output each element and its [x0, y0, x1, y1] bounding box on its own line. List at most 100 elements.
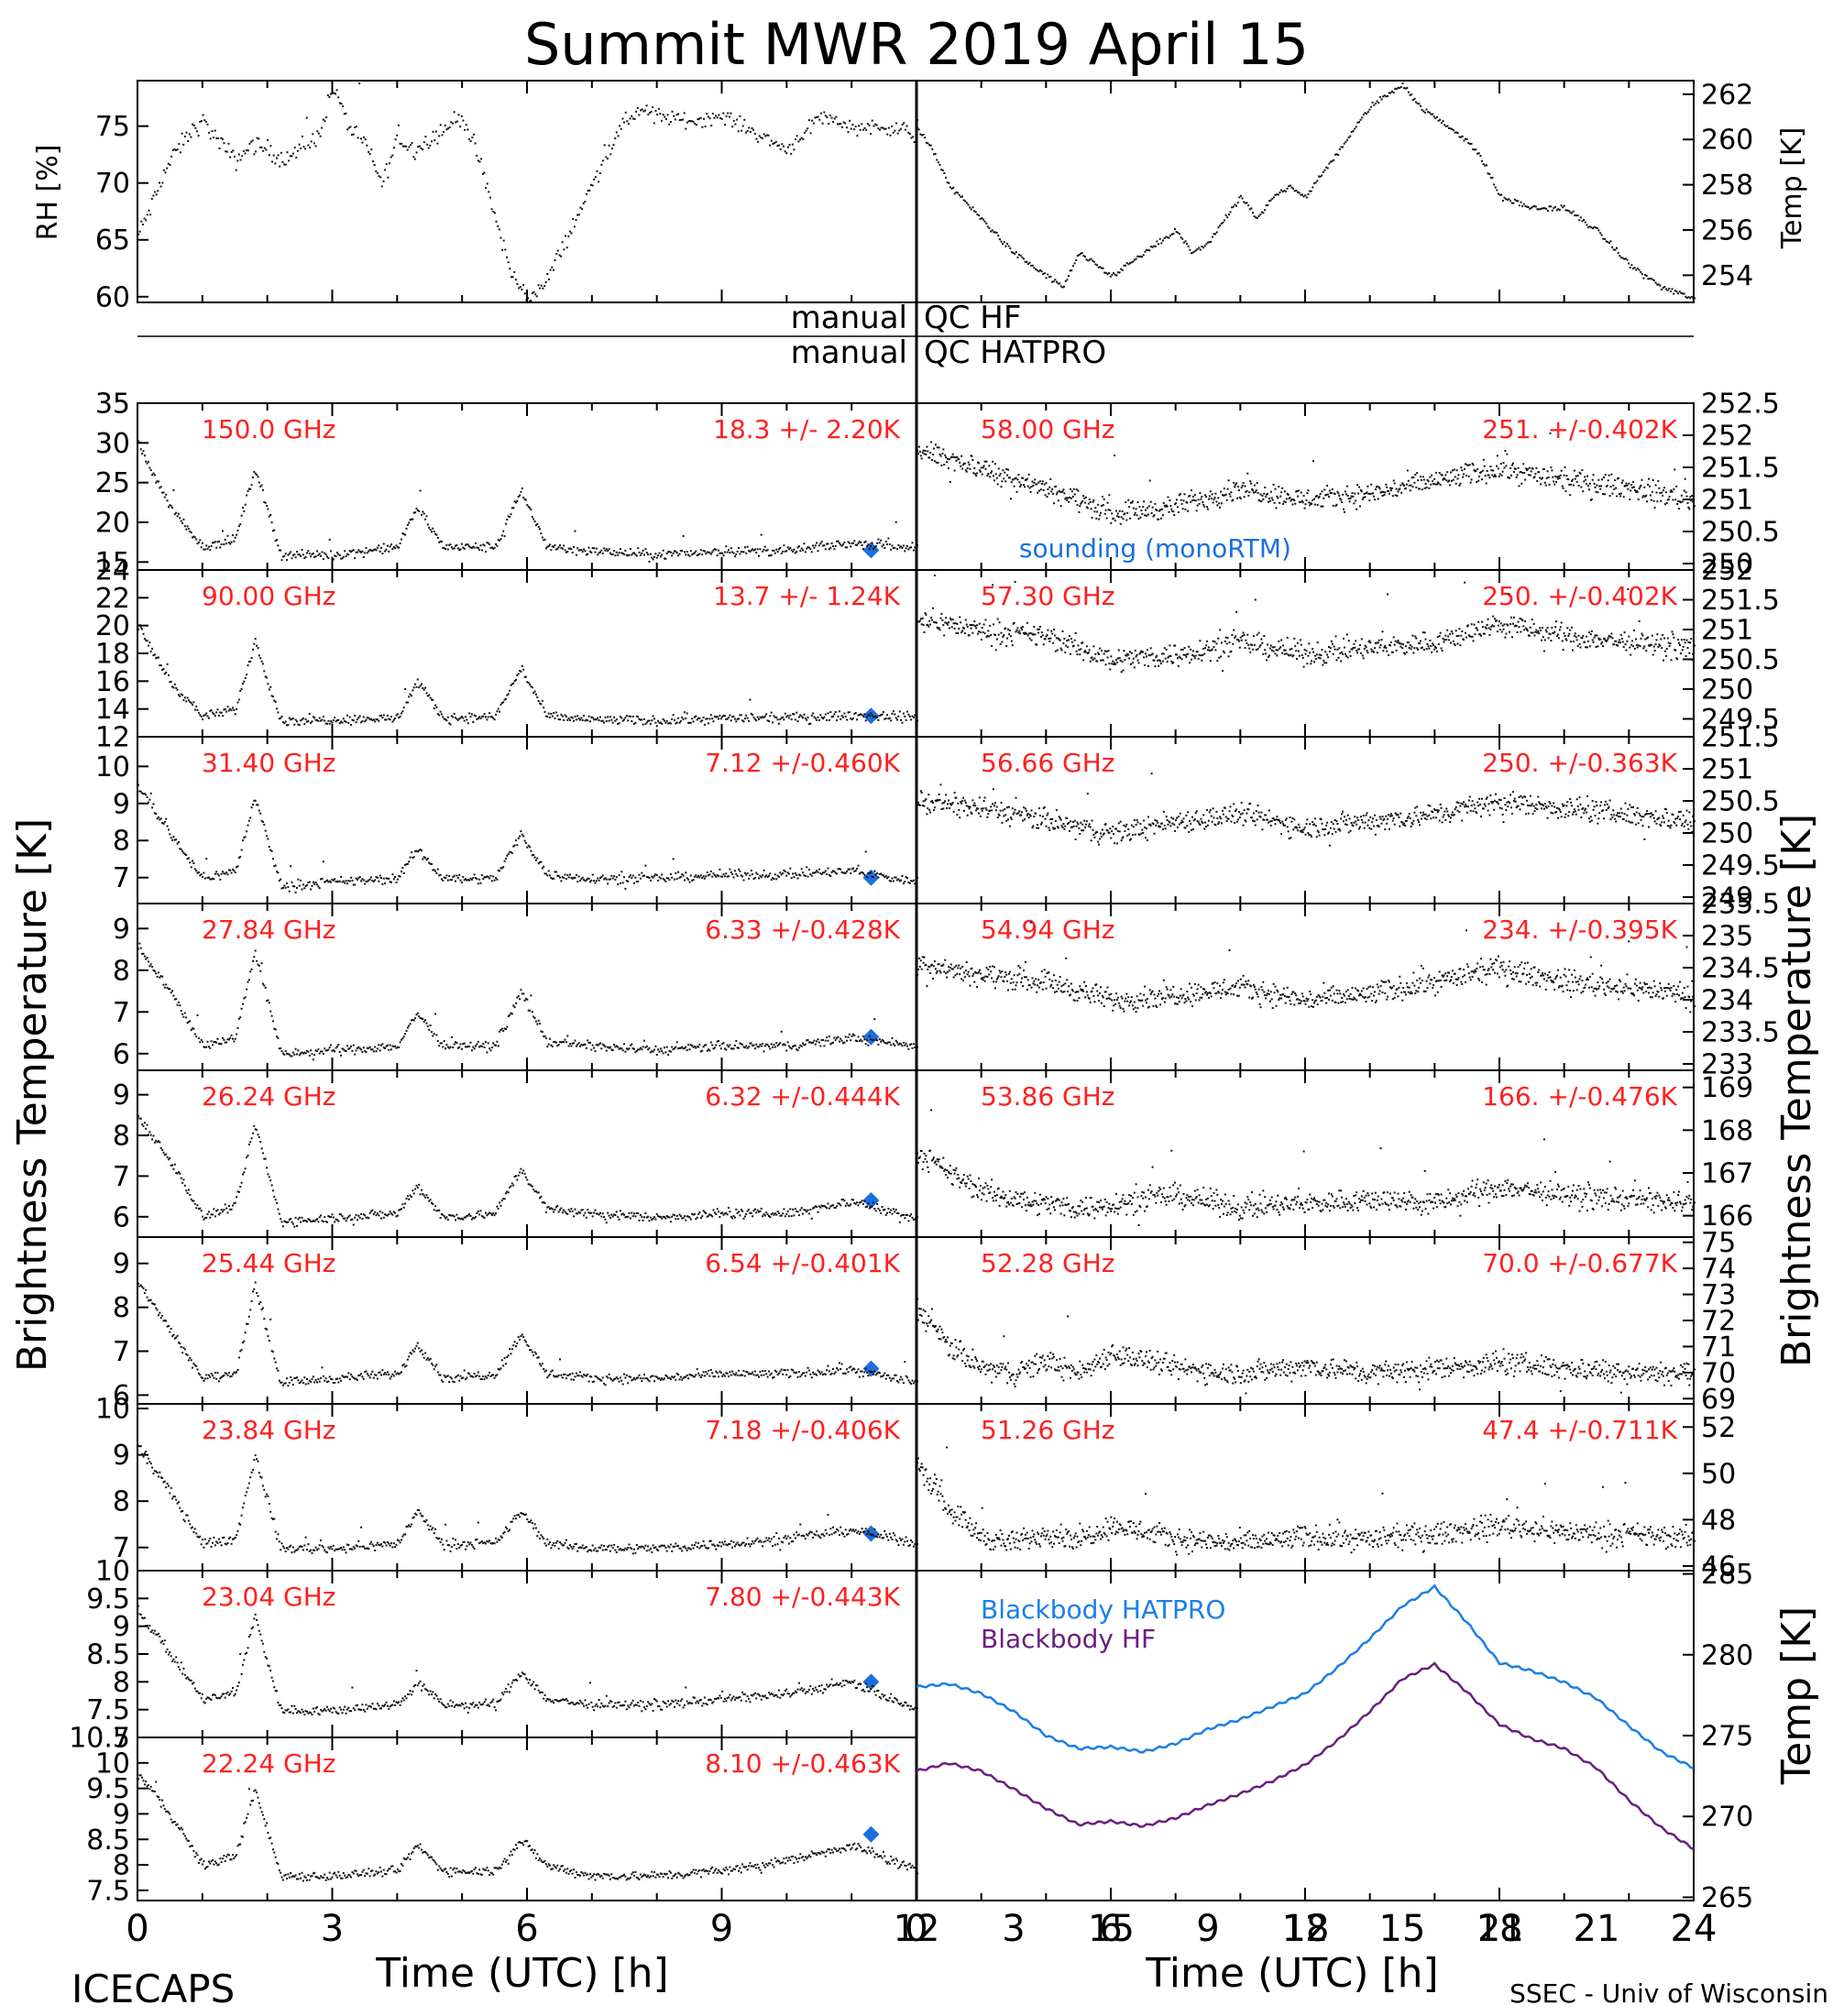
- data-point: [536, 1023, 539, 1025]
- data-point: [708, 1049, 711, 1052]
- data-point: [1515, 200, 1518, 202]
- data-point: [503, 1198, 506, 1200]
- data-point: [324, 1216, 326, 1219]
- data-point: [1328, 162, 1331, 165]
- data-point: [148, 960, 149, 963]
- data-point: [763, 875, 766, 878]
- data-point: [543, 872, 546, 875]
- data-point: [949, 186, 951, 189]
- data-point: [584, 201, 587, 203]
- data-point: [267, 1173, 269, 1176]
- data-point: [655, 556, 658, 559]
- data-point: [278, 718, 280, 720]
- data-point: [276, 1035, 279, 1038]
- data-point: [719, 1216, 721, 1218]
- data-point: [347, 553, 350, 556]
- data-point: [296, 1053, 298, 1056]
- data-point: [233, 1538, 236, 1540]
- data-point: [677, 554, 680, 557]
- data-point: [1638, 268, 1641, 271]
- data-point: [152, 1303, 155, 1305]
- data-point: [907, 713, 910, 716]
- data-point: [182, 143, 185, 146]
- data-point: [766, 1213, 769, 1216]
- data-point: [286, 882, 288, 884]
- data-point: [375, 718, 378, 720]
- data-point: [1666, 289, 1669, 291]
- data-point: [530, 300, 532, 301]
- data-point: [856, 135, 859, 137]
- data-point: [745, 1045, 748, 1047]
- data-point: [459, 1375, 462, 1377]
- data-point: [288, 717, 291, 719]
- data-point: [466, 1046, 468, 1048]
- data-point: [931, 148, 934, 150]
- data-point: [374, 879, 377, 882]
- data-point: [899, 127, 902, 130]
- data-point: [851, 1369, 853, 1372]
- data-point: [422, 858, 424, 860]
- data-point: [720, 117, 723, 120]
- data-point: [671, 1046, 674, 1048]
- data-point: [199, 539, 202, 542]
- data-point: [286, 151, 289, 154]
- data-point: [264, 1327, 267, 1330]
- data-point: [753, 1208, 756, 1211]
- data-point: [246, 830, 248, 833]
- data-point: [297, 1049, 300, 1052]
- data-point: [719, 552, 722, 554]
- data-point: [736, 550, 739, 553]
- data-point: [648, 877, 651, 879]
- data-point: [215, 546, 218, 549]
- data-point: [768, 720, 770, 723]
- data-point: [200, 1038, 203, 1041]
- data-point: [380, 877, 382, 879]
- data-point: [368, 550, 370, 553]
- data-point: [183, 1348, 186, 1351]
- data-point: [886, 877, 888, 880]
- data-point: [765, 134, 768, 137]
- data-point: [314, 1379, 317, 1381]
- data-point: [668, 721, 671, 724]
- data-point: [1509, 200, 1511, 203]
- data-point: [277, 871, 280, 874]
- data-point: [247, 664, 249, 667]
- data-point: [424, 518, 427, 520]
- data-point: [332, 1049, 335, 1051]
- data-point: [421, 1349, 423, 1352]
- data-point: [199, 1374, 202, 1376]
- data-point: [340, 1054, 343, 1057]
- data-point: [645, 104, 648, 107]
- data-point: [689, 550, 692, 553]
- data-point: [145, 460, 148, 463]
- data-point: [878, 1038, 881, 1041]
- data-point: [1069, 269, 1071, 272]
- data-point: [706, 1373, 708, 1375]
- data-point: [172, 488, 175, 491]
- data-point: [796, 874, 798, 876]
- data-point: [168, 674, 170, 676]
- data-point: [148, 798, 151, 801]
- data-point: [376, 172, 379, 174]
- data-point: [1290, 186, 1293, 189]
- data-point: [426, 1196, 429, 1199]
- data-point: [388, 877, 390, 880]
- data-point: [429, 529, 432, 531]
- data-point: [433, 1209, 435, 1211]
- data-point: [212, 1541, 214, 1544]
- data-point: [697, 553, 700, 556]
- data-point: [253, 1124, 256, 1127]
- data-point: [1531, 205, 1534, 208]
- data-point: [423, 1356, 425, 1359]
- data-point: [389, 162, 390, 165]
- data-point: [755, 137, 758, 140]
- data-point: [240, 687, 243, 690]
- data-point: [817, 1369, 819, 1372]
- data-point: [233, 708, 236, 711]
- data-point: [384, 169, 387, 171]
- data-point: [736, 874, 739, 877]
- data-point: [173, 1337, 176, 1340]
- data-point: [396, 546, 399, 549]
- data-point: [364, 720, 367, 723]
- data-point: [687, 1215, 690, 1218]
